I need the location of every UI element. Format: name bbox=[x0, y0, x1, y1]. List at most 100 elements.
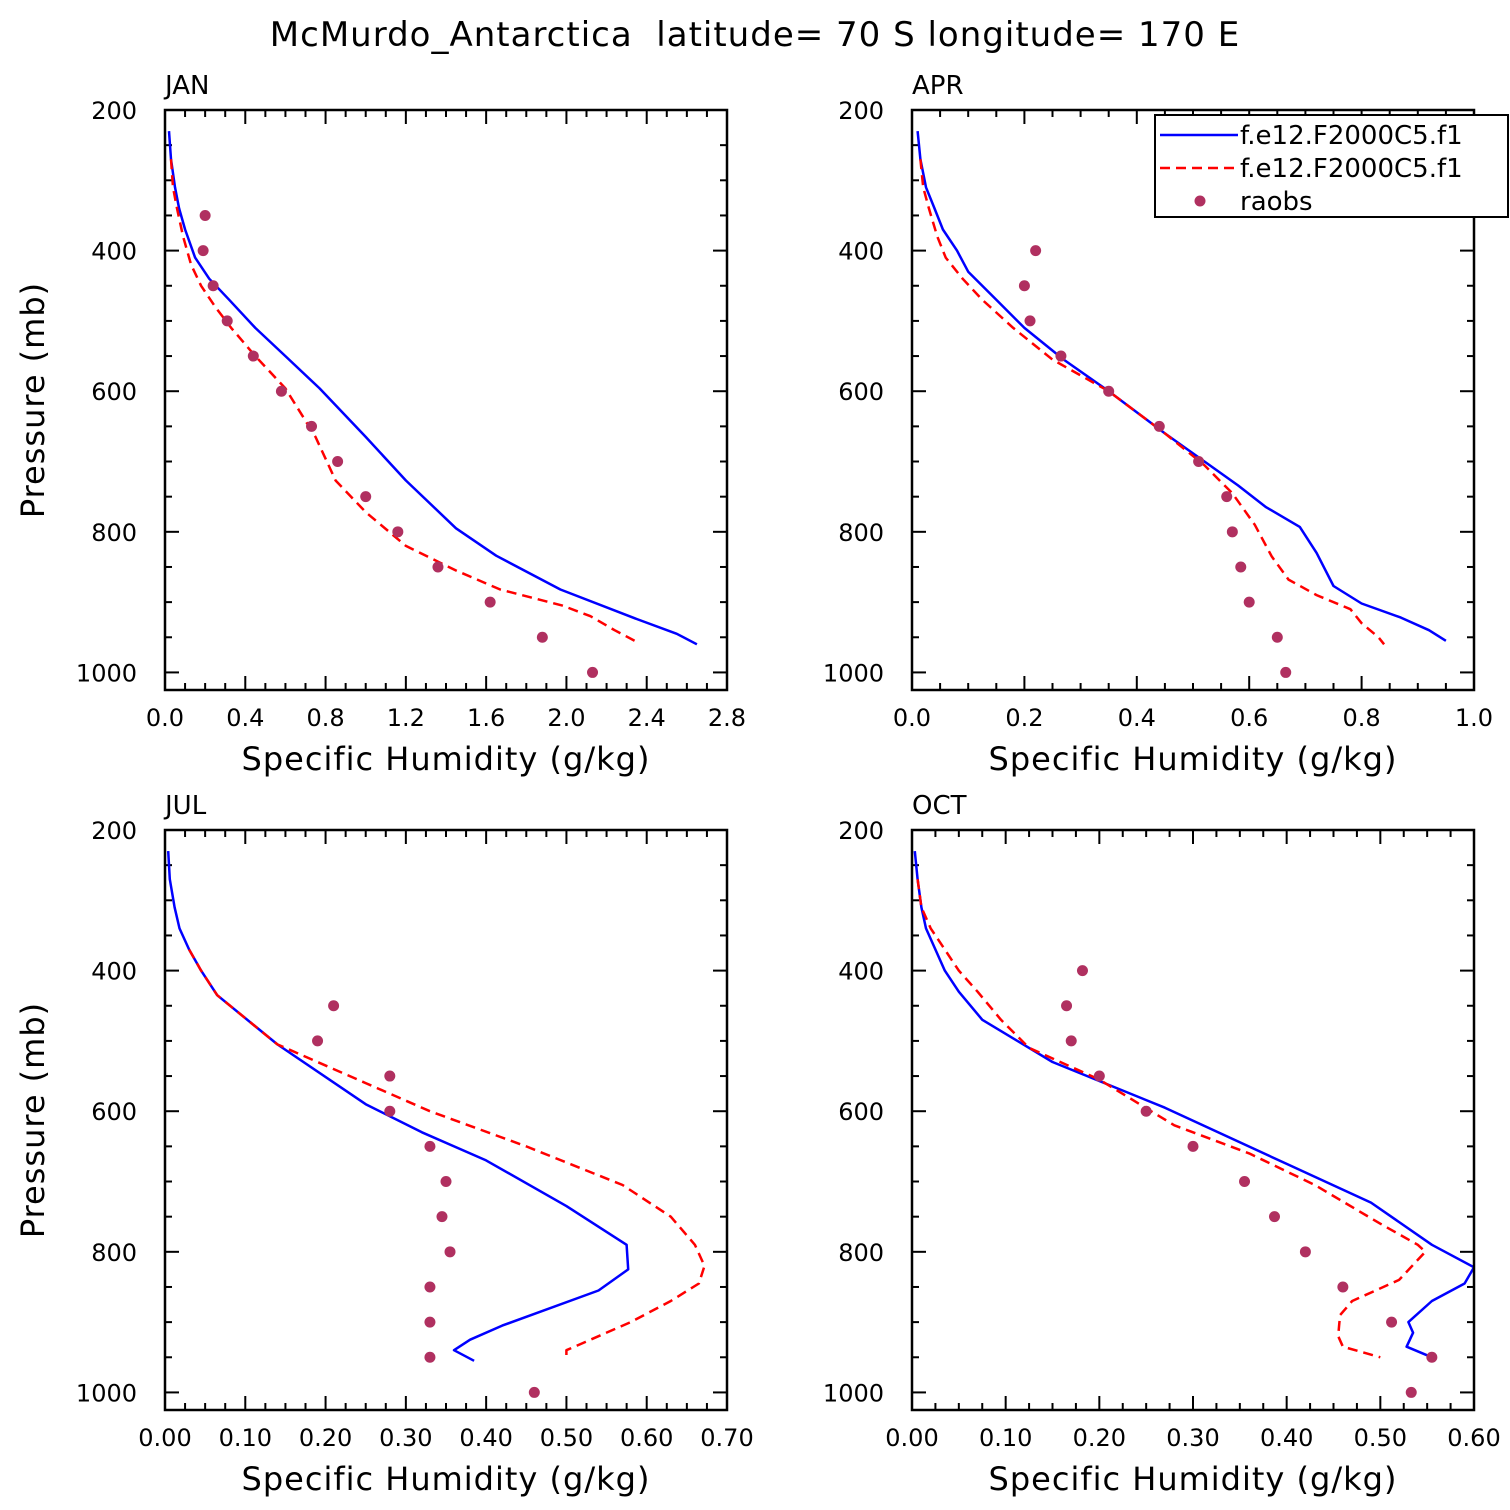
x-tick-label: 0.20 bbox=[299, 1424, 352, 1452]
raobs-point bbox=[384, 1105, 396, 1117]
x-axis-label: Specific Humidity (g/kg) bbox=[989, 1460, 1398, 1498]
panel-jul: JUL 0.00 0.10 0.20 0.30 0.40 0.50 0.60 0.70 200 40… bbox=[14, 791, 754, 1498]
x-tick-label: 1.6 bbox=[467, 704, 505, 732]
x-tick-label: 0.50 bbox=[1354, 1424, 1407, 1452]
raobs-point bbox=[1235, 561, 1247, 573]
y-tick-label: 600 bbox=[838, 1098, 884, 1126]
x-tick-label: 0.70 bbox=[700, 1424, 753, 1452]
plot-frame bbox=[163, 828, 729, 1412]
model-dashed-line bbox=[919, 159, 1386, 646]
raobs-point bbox=[1065, 1035, 1077, 1047]
x-tick-label: 0.8 bbox=[1343, 704, 1381, 732]
raobs-point bbox=[247, 350, 259, 362]
raobs-point bbox=[1243, 596, 1255, 608]
y-tick-label: 800 bbox=[91, 519, 137, 547]
x-tick-label: 0.30 bbox=[1166, 1424, 1219, 1452]
x-tick-label: 0.4 bbox=[226, 704, 264, 732]
x-tick-label: 0.60 bbox=[620, 1424, 673, 1452]
raobs-point bbox=[1337, 1281, 1349, 1293]
raobs-point bbox=[424, 1140, 436, 1152]
y-tick-label: 1000 bbox=[76, 659, 137, 687]
raobs-point bbox=[1280, 666, 1292, 678]
legend-label: raobs bbox=[1240, 187, 1313, 217]
panel-title: APR bbox=[912, 71, 964, 101]
plot-area bbox=[913, 850, 1474, 1398]
x-tick-label: 0.0 bbox=[146, 704, 184, 732]
x-tick-label: 0.00 bbox=[138, 1424, 191, 1452]
raobs-point bbox=[306, 420, 318, 432]
y-tick-label: 1000 bbox=[823, 1379, 884, 1407]
raobs-point bbox=[1268, 1211, 1280, 1223]
x-tick-label: 0.2 bbox=[1005, 704, 1043, 732]
x-tick-label: 0.40 bbox=[1260, 1424, 1313, 1452]
y-tick-label: 1000 bbox=[76, 1379, 137, 1407]
raobs-point bbox=[1386, 1316, 1398, 1328]
legend-marker-raobs bbox=[1194, 195, 1206, 207]
raobs-point bbox=[1239, 1176, 1251, 1188]
raobs-point bbox=[1426, 1351, 1438, 1363]
y-tick-label: 1000 bbox=[823, 659, 884, 687]
legend-label: f.e12.F2000C5.f1 bbox=[1240, 121, 1463, 151]
raobs-point bbox=[424, 1281, 436, 1293]
raobs-point bbox=[1299, 1246, 1311, 1258]
plot-frame bbox=[163, 108, 729, 692]
model-solid-line bbox=[913, 850, 1474, 1359]
raobs-point bbox=[1187, 1140, 1199, 1152]
y-tick-label: 400 bbox=[838, 238, 884, 266]
panels: JAN 0.0 0.4 0.8 1.2 1.6 2.0 2.4 2.8 200 400 600 800 1… bbox=[14, 71, 1509, 1498]
raobs-point bbox=[221, 315, 233, 327]
raobs-point bbox=[275, 385, 287, 397]
raobs-point bbox=[440, 1176, 452, 1188]
x-tick-label: 0.60 bbox=[1447, 1424, 1500, 1452]
y-tick-label: 800 bbox=[838, 1239, 884, 1267]
x-tick-label: 0.30 bbox=[379, 1424, 432, 1452]
plot-area bbox=[167, 131, 698, 678]
model-dashed-line bbox=[916, 879, 1427, 1359]
panel-jan: JAN 0.0 0.4 0.8 1.2 1.6 2.0 2.4 2.8 200 400 600 800 1… bbox=[14, 71, 746, 778]
raobs-point bbox=[384, 1070, 396, 1082]
raobs-point bbox=[528, 1386, 540, 1398]
x-tick-label: 2.8 bbox=[708, 704, 746, 732]
raobs-point bbox=[536, 631, 548, 643]
x-axis-label: Specific Humidity (g/kg) bbox=[989, 740, 1398, 778]
x-tick-label: 2.4 bbox=[628, 704, 666, 732]
raobs-point bbox=[328, 1000, 340, 1012]
panel-title: OCT bbox=[912, 791, 967, 821]
y-tick-label: 600 bbox=[91, 378, 137, 406]
raobs-point bbox=[484, 596, 496, 608]
plot-area bbox=[916, 130, 1447, 678]
x-axis-label: Specific Humidity (g/kg) bbox=[242, 1460, 651, 1498]
x-tick-label: 0.8 bbox=[306, 704, 344, 732]
x-tick-label: 1.0 bbox=[1455, 704, 1493, 732]
x-tick-label: 0.10 bbox=[219, 1424, 272, 1452]
raobs-point bbox=[332, 456, 344, 468]
panel-oct: OCT 0.00 0.10 0.20 0.30 0.40 0.50 0.60 200 400 600… bbox=[823, 791, 1501, 1498]
raobs-point bbox=[1030, 245, 1042, 257]
raobs-point bbox=[424, 1316, 436, 1328]
x-tick-label: 0.10 bbox=[979, 1424, 1032, 1452]
raobs-point bbox=[432, 561, 444, 573]
raobs-point bbox=[1061, 1000, 1073, 1012]
x-axis-label: Specific Humidity (g/kg) bbox=[242, 740, 651, 778]
raobs-point bbox=[587, 666, 599, 678]
raobs-point bbox=[1076, 965, 1088, 977]
x-tick-label: 0.40 bbox=[459, 1424, 512, 1452]
raobs-point bbox=[1018, 280, 1030, 292]
legend-label: f.e12.F2000C5.f1 bbox=[1240, 154, 1463, 184]
model-solid-line bbox=[166, 851, 630, 1362]
y-tick-label: 400 bbox=[91, 958, 137, 986]
panel-title: JAN bbox=[163, 71, 209, 101]
raobs-point bbox=[1103, 385, 1115, 397]
raobs-point bbox=[197, 245, 209, 257]
y-tick-label: 200 bbox=[91, 97, 137, 125]
y-tick-label: 800 bbox=[838, 519, 884, 547]
raobs-point bbox=[1226, 526, 1238, 538]
panel-apr: APR 0.0 0.2 0.4 0.6 0.8 1.0 200 400 600 800 1000 Spe… bbox=[823, 71, 1509, 778]
model-dashed-line bbox=[188, 948, 706, 1358]
x-tick-label: 0.0 bbox=[893, 704, 931, 732]
x-tick-label: 0.4 bbox=[1118, 704, 1156, 732]
y-tick-label: 200 bbox=[838, 97, 884, 125]
raobs-point bbox=[1140, 1105, 1152, 1117]
